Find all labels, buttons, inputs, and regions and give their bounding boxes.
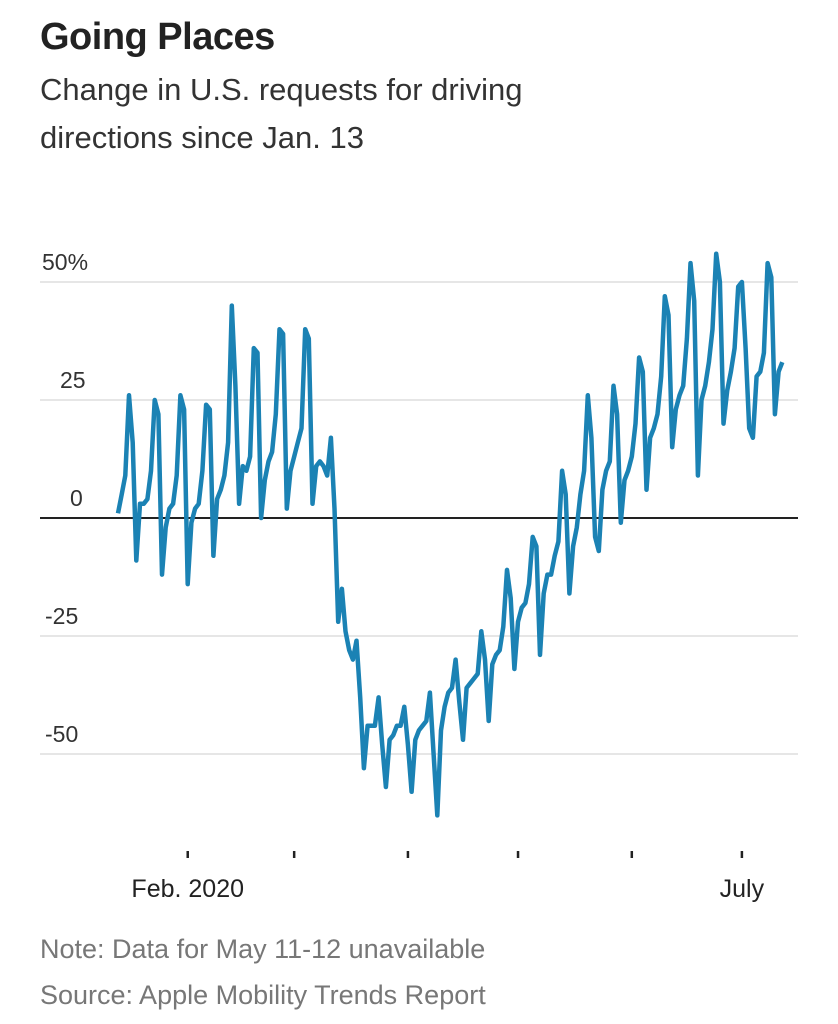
y-tick-label: -50: [45, 721, 78, 747]
y-tick-label: -25: [45, 603, 78, 629]
chart-title: Going Places: [40, 16, 275, 58]
y-tick-label: 0: [70, 485, 83, 511]
y-tick-label: 50%: [42, 249, 88, 275]
chart-source: Source: Apple Mobility Trends Report: [40, 980, 486, 1010]
x-axis-ticks: [186, 851, 744, 858]
x-tick-label: July: [720, 875, 765, 903]
chart-subtitle-line2: directions since Jan. 13: [40, 120, 364, 155]
chart-note: Note: Data for May 11-12 unavailable: [40, 934, 486, 964]
x-axis-labels: Feb. 2020 July: [131, 875, 764, 903]
y-axis-labels: 50% 25 0 -25 -50: [42, 249, 88, 747]
x-tick-label: Feb. 2020: [131, 875, 244, 903]
y-tick-label: 25: [60, 367, 86, 393]
chart-subtitle-line1: Change in U.S. requests for driving: [40, 72, 523, 107]
series-line-driving-requests: [115, 251, 785, 818]
